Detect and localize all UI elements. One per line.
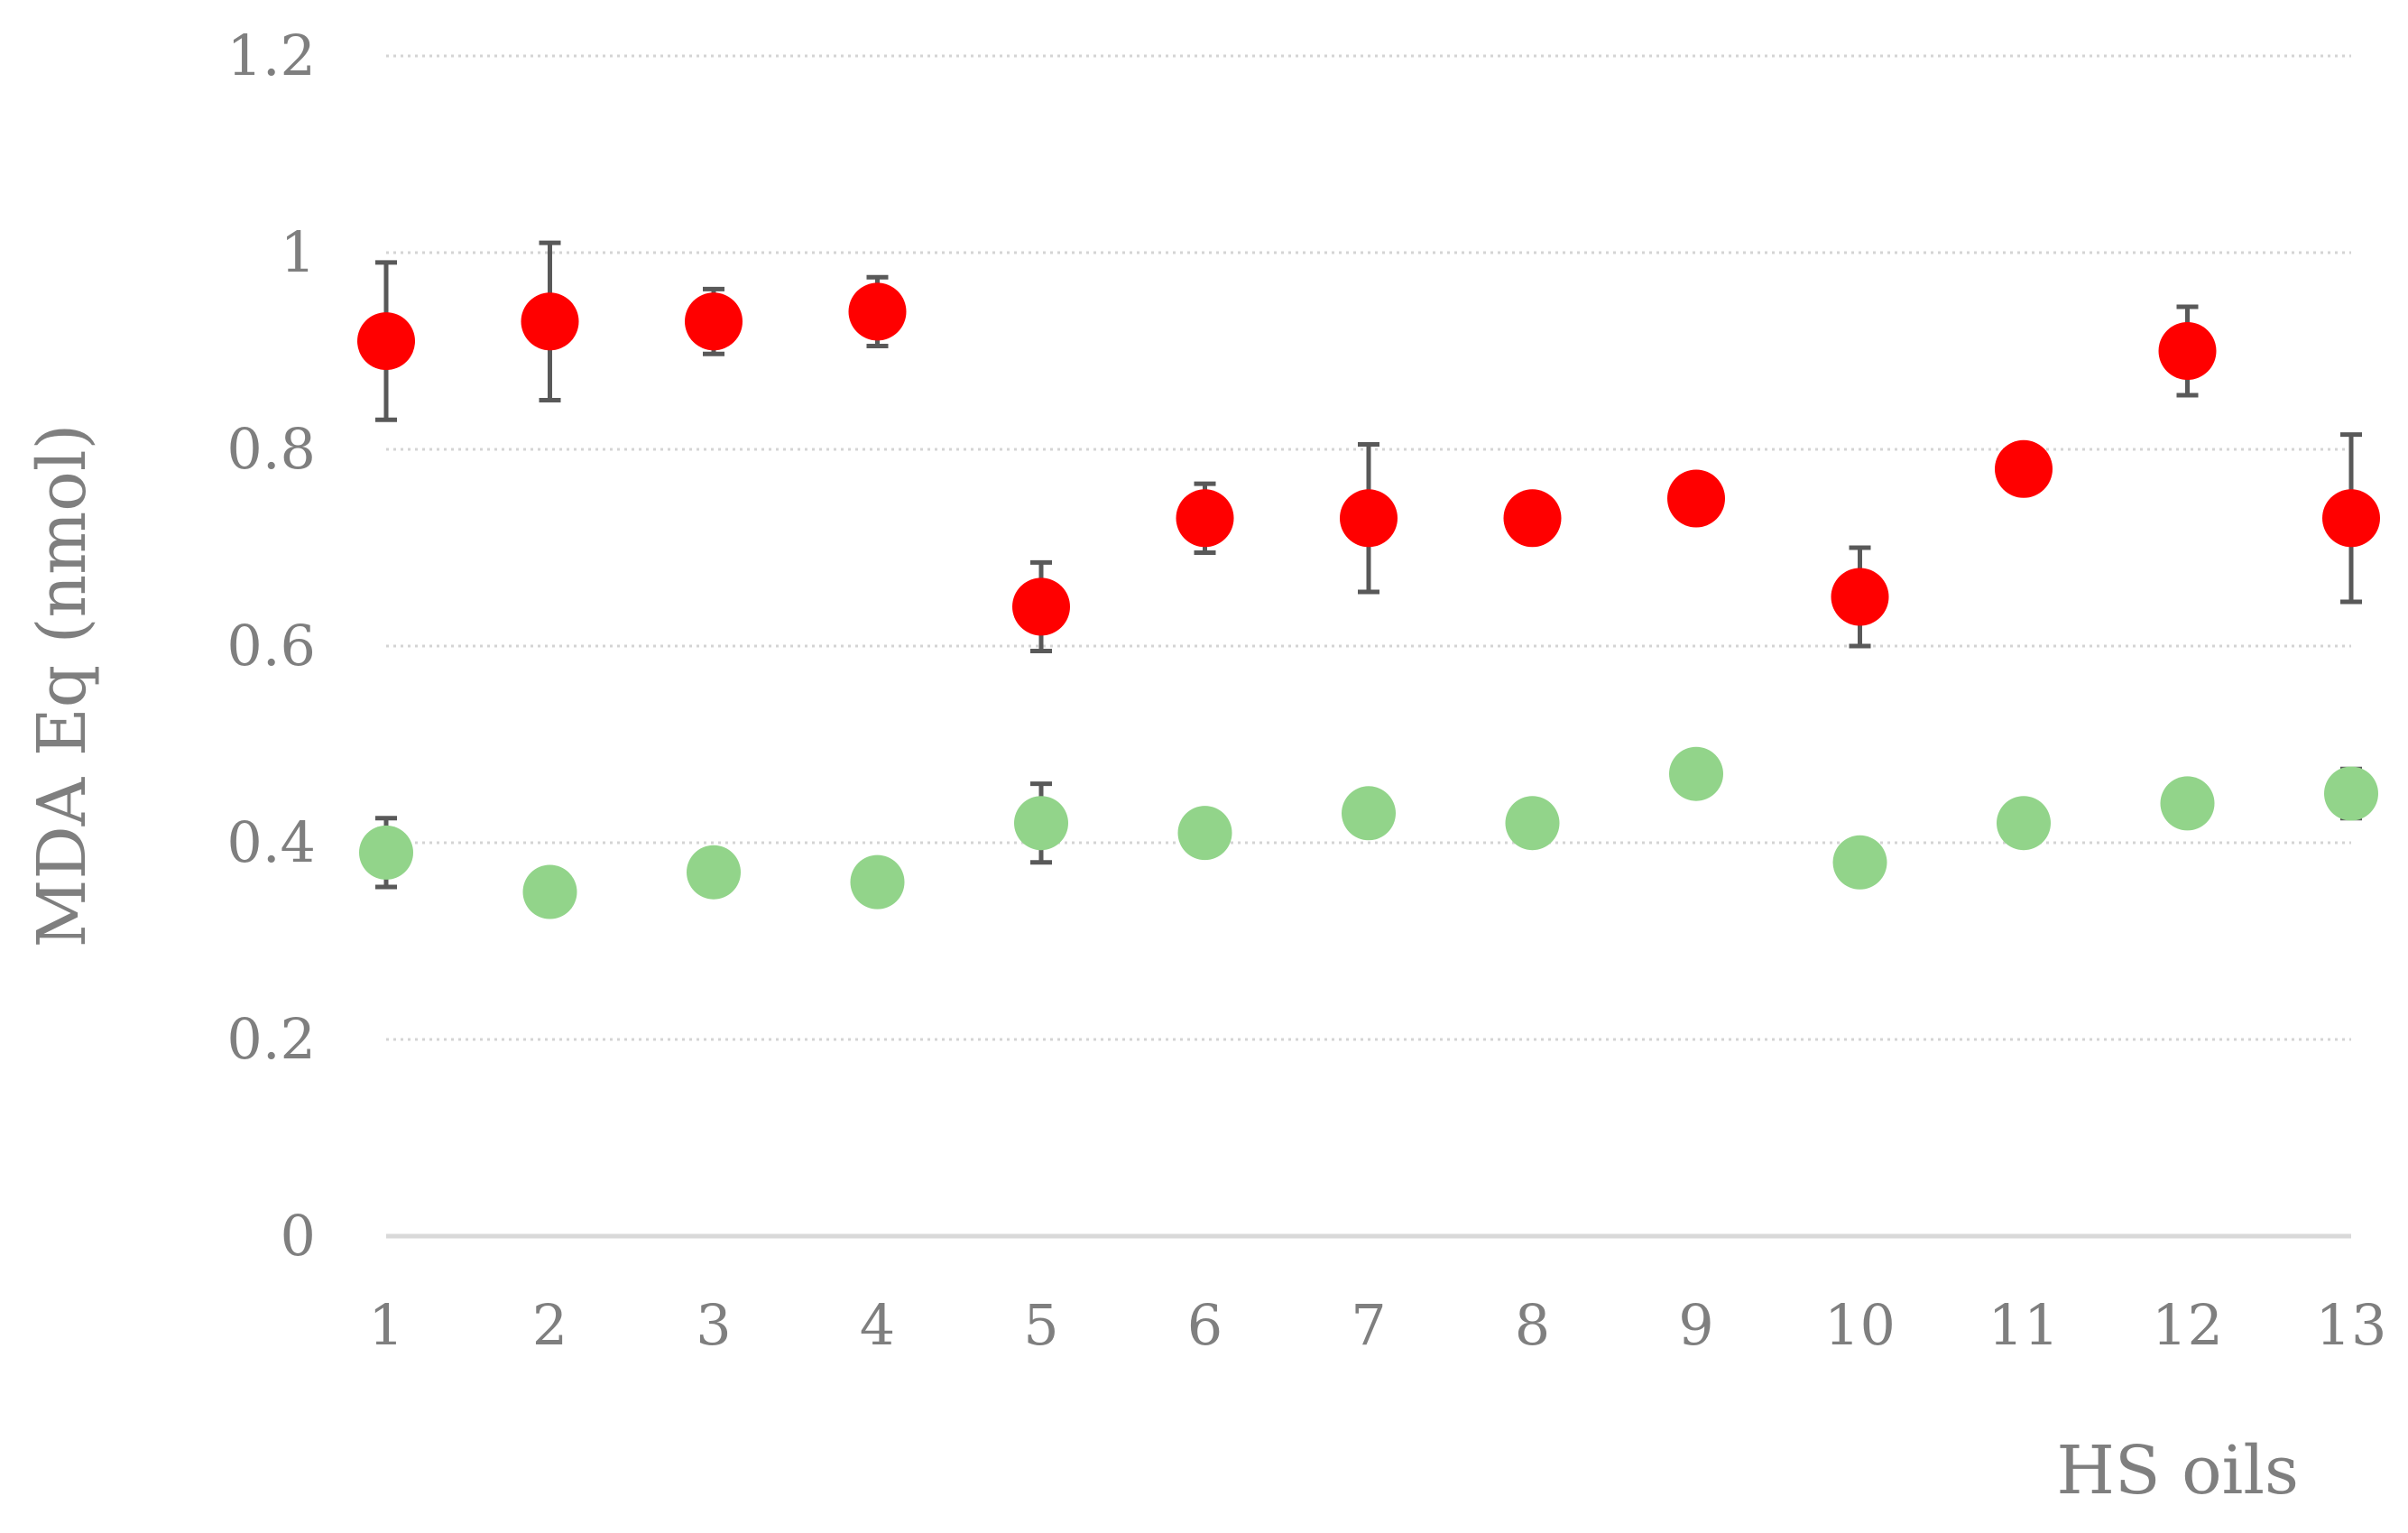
x-tick-label: 9 [1678, 1292, 1713, 1358]
y-tick-labels: 0 0.2 0.4 0.6 0.8 1 1.2 [226, 23, 316, 1269]
x-tick-label: 13 [2316, 1292, 2387, 1358]
data-point [1997, 796, 2051, 851]
x-tick-label: 7 [1351, 1292, 1386, 1358]
data-point [1505, 796, 1560, 851]
y-tick-label: 0.4 [226, 809, 316, 875]
data-point [1340, 489, 1398, 548]
x-tick-label: 8 [1515, 1292, 1550, 1358]
data-point [1831, 568, 1889, 626]
x-tick-labels: 1 2 3 4 5 6 7 8 9 10 11 12 13 [368, 1292, 2386, 1358]
y-tick-label: 0.2 [226, 1006, 316, 1072]
y-tick-label: 1.2 [226, 23, 316, 88]
data-point [522, 864, 577, 919]
data-point [1832, 835, 1887, 890]
data-point [1176, 489, 1234, 548]
data-point [848, 282, 907, 341]
x-tick-label: 1 [368, 1292, 403, 1358]
y-axis-title: MDA Eq (nmol) [23, 424, 101, 948]
data-point [2324, 766, 2378, 821]
data-point [1667, 469, 1725, 528]
y-tick-label: 1 [281, 219, 316, 285]
data-point [685, 292, 743, 351]
x-tick-label: 2 [532, 1292, 567, 1358]
data-point [2160, 776, 2215, 831]
data-point [521, 292, 579, 351]
data-point [1014, 796, 1068, 851]
y-tick-label: 0 [281, 1203, 316, 1269]
x-tick-label: 5 [1023, 1292, 1058, 1358]
data-point [1669, 746, 1723, 801]
data-point [1503, 489, 1562, 548]
y-tick-label: 0.8 [226, 416, 316, 482]
data-point [850, 854, 905, 910]
data-point [1342, 786, 1396, 841]
data-point [2158, 322, 2217, 380]
x-tick-label: 4 [860, 1292, 895, 1358]
data-point [1177, 806, 1232, 861]
x-tick-label: 11 [1988, 1292, 2060, 1358]
gridlines [386, 54, 2351, 1239]
data-point [1995, 439, 2053, 498]
data-point [2322, 489, 2380, 548]
data-points [357, 282, 2380, 919]
y-tick-label: 0.6 [226, 613, 316, 679]
x-axis-title: HS oils [2056, 1432, 2299, 1510]
data-point [357, 312, 415, 371]
x-tick-label: 12 [2152, 1292, 2223, 1358]
data-point [687, 845, 741, 900]
data-point [359, 825, 413, 880]
x-tick-label: 6 [1187, 1292, 1222, 1358]
x-tick-label: 10 [1824, 1292, 1896, 1358]
data-point [1012, 577, 1070, 636]
x-tick-label: 3 [696, 1292, 731, 1358]
